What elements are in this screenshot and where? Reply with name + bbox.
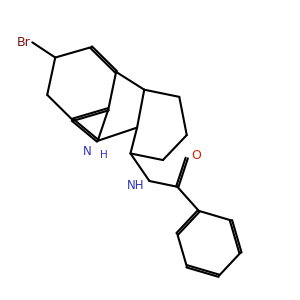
Text: NH: NH bbox=[127, 178, 145, 191]
Text: H: H bbox=[100, 150, 107, 160]
Text: O: O bbox=[191, 149, 201, 162]
Text: Br: Br bbox=[17, 36, 31, 49]
Text: N: N bbox=[82, 145, 91, 158]
